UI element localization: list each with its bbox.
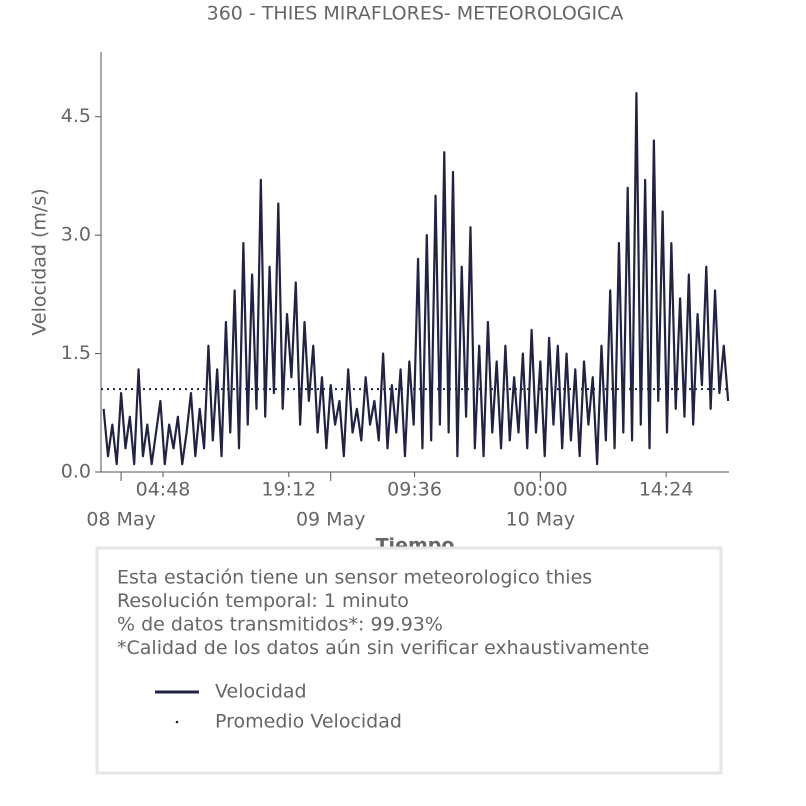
legend-label: Velocidad xyxy=(215,681,307,703)
info-text: Esta estación tiene un sensor meteorolog… xyxy=(117,567,592,589)
x-tick-label: 14:24 xyxy=(639,479,694,501)
y-tick-label: 4.5 xyxy=(61,105,91,127)
info-text: *Calidad de los datos aún sin verificar … xyxy=(117,637,649,659)
info-box xyxy=(95,546,723,775)
info-text: % de datos transmitidos*: 99.93% xyxy=(117,614,443,636)
chart-title: 360 - THIES MIRAFLORES- METEOROLOGICA xyxy=(207,3,624,25)
y-tick-label: 0.0 xyxy=(61,461,91,483)
x-major-tick-label: 09 May xyxy=(296,509,366,531)
legend-marker xyxy=(175,720,179,724)
x-major-tick-label: 08 May xyxy=(86,509,156,531)
x-tick-label: 09:36 xyxy=(387,479,442,501)
x-tick-label: 00:00 xyxy=(513,479,568,501)
info-text: Resolución temporal: 1 minuto xyxy=(117,590,409,612)
data-line xyxy=(102,91,730,466)
x-tick-label: 19:12 xyxy=(261,479,316,501)
x-major-tick-label: 10 May xyxy=(506,509,576,531)
legend-label: Promedio Velocidad xyxy=(215,711,402,733)
y-tick-label: 3.0 xyxy=(61,224,91,246)
y-tick-label: 1.5 xyxy=(61,342,91,364)
y-axis-label: Velocidad (m/s) xyxy=(29,188,51,335)
x-tick-label: 04:48 xyxy=(136,479,191,501)
